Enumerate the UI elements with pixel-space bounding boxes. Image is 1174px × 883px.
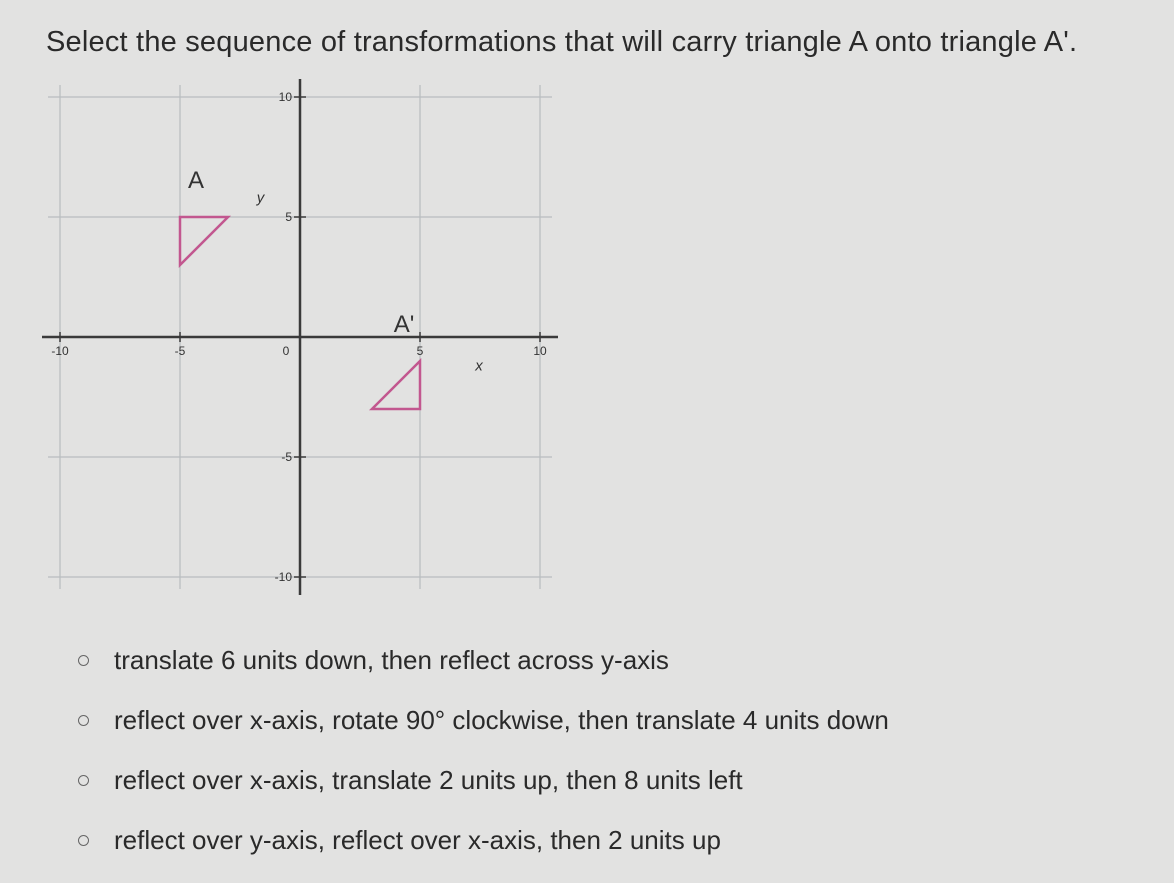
option[interactable]: reflect over x-axis, translate 2 units u… (78, 765, 743, 796)
x-axis-label: x (474, 358, 483, 375)
option[interactable]: reflect over y-axis, reflect over x-axis… (78, 825, 721, 856)
question: Select the sequence of transformations t… (46, 26, 1078, 58)
y-axis-label: y (256, 190, 266, 207)
option-text[interactable]: reflect over x-axis, translate 2 units u… (114, 765, 743, 795)
graph: -10 -5 0 5 10 -10 -5 5 10 x y A A' (42, 79, 558, 595)
radio-button[interactable] (78, 715, 89, 726)
y-tick-label: 5 (285, 210, 292, 224)
x-tick-label: 0 (283, 344, 290, 358)
y-tick-label: 10 (279, 90, 293, 104)
x-tick-label: -10 (51, 344, 69, 358)
triangle-label: A' (394, 311, 415, 338)
x-tick-label: 5 (417, 344, 424, 358)
y-tick-label: -10 (275, 570, 293, 584)
triangle-label: A (188, 167, 204, 194)
radio-button[interactable] (78, 655, 89, 666)
x-tick-label: -5 (175, 344, 186, 358)
option-text[interactable]: translate 6 units down, then reflect acr… (114, 645, 669, 675)
triangle (368, 357, 422, 411)
x-tick-label: 10 (533, 344, 547, 358)
option[interactable]: reflect over x-axis, rotate 90° clockwis… (78, 705, 889, 736)
option-text[interactable]: reflect over x-axis, rotate 90° clockwis… (114, 705, 889, 735)
triangle (178, 215, 232, 269)
radio-button[interactable] (78, 835, 89, 846)
option-text[interactable]: reflect over y-axis, reflect over x-axis… (114, 825, 721, 855)
radio-button[interactable] (78, 775, 89, 786)
option[interactable]: translate 6 units down, then reflect acr… (78, 645, 669, 676)
y-tick-label: -5 (281, 450, 292, 464)
